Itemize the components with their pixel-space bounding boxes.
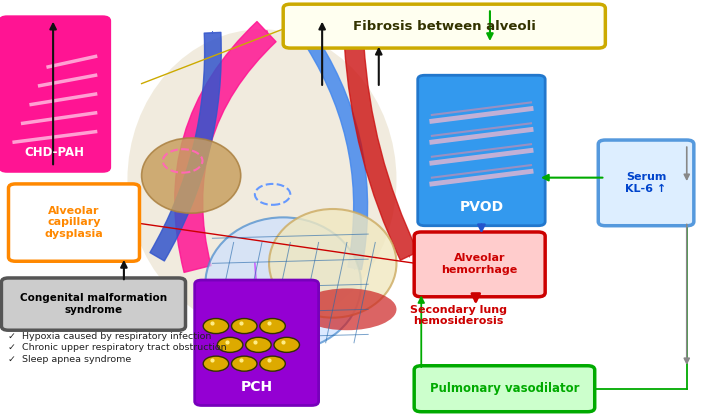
- Ellipse shape: [269, 209, 396, 318]
- FancyArrowPatch shape: [175, 22, 276, 273]
- Text: PCH: PCH: [241, 380, 273, 394]
- FancyBboxPatch shape: [195, 280, 319, 405]
- Circle shape: [260, 356, 285, 371]
- Circle shape: [217, 337, 243, 352]
- Text: Serum
KL-6 ↑: Serum KL-6 ↑: [625, 172, 667, 194]
- FancyBboxPatch shape: [598, 140, 694, 226]
- FancyArrowPatch shape: [345, 44, 418, 260]
- Text: Congenital malformation
syndrome: Congenital malformation syndrome: [20, 293, 167, 315]
- Text: PVOD: PVOD: [459, 200, 503, 214]
- FancyBboxPatch shape: [414, 366, 595, 412]
- Text: Fibrosis between alveoli: Fibrosis between alveoli: [353, 20, 536, 33]
- Circle shape: [203, 319, 229, 334]
- FancyBboxPatch shape: [1, 278, 185, 330]
- Circle shape: [232, 319, 257, 334]
- Text: Alveolar
hemorrhage: Alveolar hemorrhage: [442, 253, 518, 275]
- FancyBboxPatch shape: [283, 4, 605, 48]
- Circle shape: [203, 356, 229, 371]
- Circle shape: [274, 337, 299, 352]
- Text: Pulmonary vasodilator: Pulmonary vasodilator: [430, 382, 579, 395]
- Circle shape: [246, 337, 271, 352]
- Text: CHD-PAH: CHD-PAH: [25, 146, 85, 159]
- FancyBboxPatch shape: [414, 232, 545, 297]
- Text: Secondary lung
hemosiderosis: Secondary lung hemosiderosis: [410, 305, 508, 326]
- Text: Alveolar
capillary
dysplasia: Alveolar capillary dysplasia: [45, 206, 103, 239]
- Circle shape: [232, 356, 257, 371]
- Ellipse shape: [127, 29, 396, 330]
- FancyBboxPatch shape: [418, 75, 545, 226]
- Ellipse shape: [205, 217, 361, 351]
- Ellipse shape: [297, 288, 396, 330]
- FancyBboxPatch shape: [0, 17, 110, 171]
- Text: ✓  Sleep apnea syndrome: ✓ Sleep apnea syndrome: [8, 354, 132, 364]
- Ellipse shape: [142, 138, 241, 213]
- FancyBboxPatch shape: [8, 184, 139, 261]
- FancyArrowPatch shape: [150, 32, 222, 261]
- Circle shape: [260, 319, 285, 334]
- FancyArrowPatch shape: [307, 41, 367, 270]
- Text: ✓  Chronic upper respiratory tract obstruction: ✓ Chronic upper respiratory tract obstru…: [8, 343, 227, 352]
- Text: ✓  Hypoxia caused by respiratory infection: ✓ Hypoxia caused by respiratory infectio…: [8, 332, 212, 341]
